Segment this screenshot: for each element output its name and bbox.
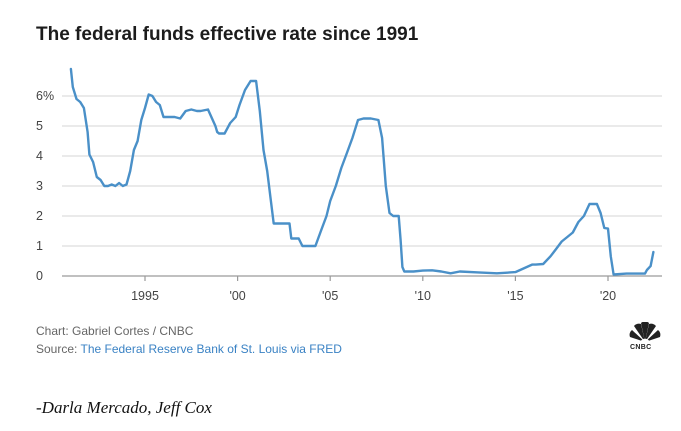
y-tick-label: 6% [36,89,54,103]
x-tick-label: '20 [600,289,616,300]
source-prefix: Source: [36,342,81,356]
y-tick-label: 2 [36,209,43,223]
x-tick-label: '10 [415,289,431,300]
logo-wordmark: CNBC [630,344,652,351]
y-tick-label: 3 [36,179,43,193]
peacock-logo-icon [629,322,661,344]
x-tick-label: '00 [229,289,245,300]
byline: -Darla Mercado, Jeff Cox [36,398,212,417]
chart-credit: Chart: Gabriel Cortes / CNBC [36,324,194,338]
gridlines [62,95,662,281]
line-chart: 0 1 2 3 4 5 6% 1995 '00 '05 '10 '15 '20 [36,67,662,300]
y-tick-label: 4 [36,149,43,163]
source-link[interactable]: The Federal Reserve Bank of St. Louis vi… [80,342,342,356]
y-axis-labels: 0 1 2 3 4 5 6% [36,89,54,283]
x-axis-labels: 1995 '00 '05 '10 '15 '20 [131,289,616,300]
y-tick-label: 1 [36,239,43,253]
series-line-fed-funds-rate [69,67,655,276]
chart-title: The federal funds effective rate since 1… [36,24,419,45]
y-tick-label: 5 [36,119,43,133]
x-tick-label: '15 [507,289,523,300]
source-credit: Source: The Federal Reserve Bank of St. … [36,342,342,356]
x-tick-label: 1995 [131,289,159,300]
y-tick-label: 0 [36,269,43,283]
x-tick-label: '05 [322,289,338,300]
series-layer [69,67,655,276]
